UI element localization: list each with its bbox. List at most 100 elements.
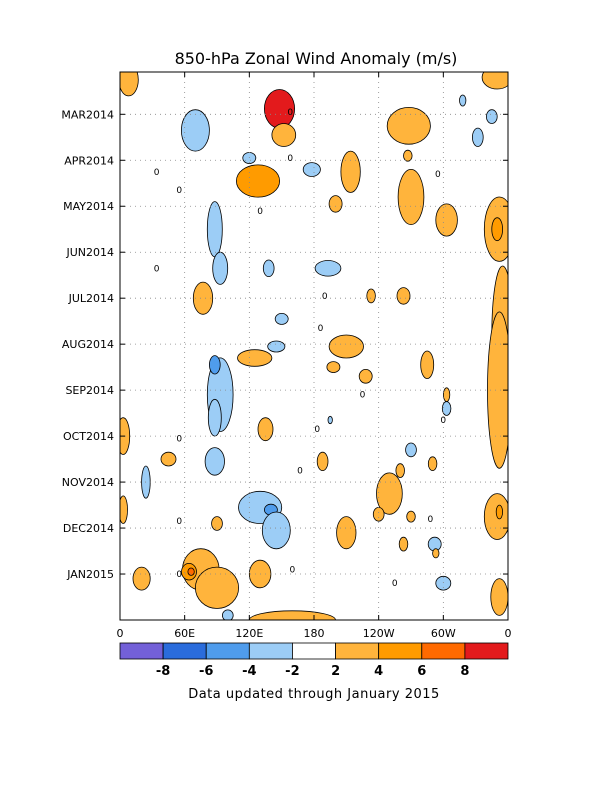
zero-label-6: 0 <box>322 292 328 302</box>
zero-label-0: 0 <box>154 168 160 178</box>
anomaly-blob-34 <box>328 334 364 359</box>
y-tick-label-2: MAY2014 <box>63 200 114 213</box>
anomaly-blob-48 <box>316 451 329 471</box>
x-tick-label-4: 120W <box>363 627 395 640</box>
x-tick-label-0: 0 <box>117 627 124 640</box>
anomaly-blob-43 <box>160 451 177 467</box>
anomaly-blob-13 <box>485 109 498 124</box>
zero-label-11: 0 <box>176 434 182 444</box>
colorbar-label-7: 8 <box>460 664 469 679</box>
colorbar-swatch-2 <box>205 642 250 660</box>
colorbar: -8 -6 -4 -2 2 4 6 8 <box>119 642 509 679</box>
colorbar-label-1: -6 <box>199 664 213 679</box>
x-tick-label-1: 60E <box>174 627 195 640</box>
anomaly-blob-40 <box>441 401 452 416</box>
zero-label-15: 0 <box>428 515 434 525</box>
anomaly-blob-19 <box>206 201 223 258</box>
zero-contour-labels: 0 0 0 0 0 0 0 0 0 0 0 0 0 0 0 0 0 0 0 <box>154 108 447 589</box>
zero-label-10: 0 <box>314 425 320 435</box>
anomaly-blob-1 <box>271 123 297 147</box>
y-axis: MAR2014 APR2014 MAY2014 JUN2014 JUL2014 AUG20… <box>61 108 508 581</box>
x-tick-label-2: 120E <box>235 627 263 640</box>
anomaly-blob-2 <box>120 72 139 97</box>
colorbar-swatch-4 <box>292 642 336 660</box>
anomaly-blob-21 <box>262 259 275 278</box>
colorbar-swatch-6 <box>378 642 423 660</box>
anomaly-blob-18 <box>435 203 458 237</box>
colorbar-label-6: 6 <box>417 664 426 679</box>
anomaly-blob-35 <box>326 361 341 374</box>
y-tick-label-7: OCT2014 <box>63 430 114 443</box>
anomaly-blob-56 <box>372 506 385 522</box>
anomaly-blob-39 <box>405 442 417 458</box>
zero-label-2: 0 <box>287 108 293 118</box>
anomaly-blob-73 <box>490 578 508 616</box>
anomaly-blob-6 <box>302 162 321 177</box>
y-tick-label-0: MAR2014 <box>61 108 114 121</box>
anomaly-blob-33 <box>267 340 286 353</box>
anomaly-blob-14 <box>459 94 467 107</box>
anomaly-blob-57 <box>406 510 416 523</box>
colorbar-label-5: 4 <box>374 664 383 679</box>
footer-note: Data updated through January 2015 <box>188 687 440 702</box>
anomaly-blob-31 <box>209 355 221 375</box>
y-tick-label-3: JUN2014 <box>65 246 114 259</box>
colorbar-label-2: -4 <box>242 664 256 679</box>
colorbar-swatch-0 <box>119 642 164 660</box>
zero-label-5: 0 <box>154 264 160 274</box>
x-tick-label-5: 60W <box>431 627 456 640</box>
anomaly-blob-71 <box>222 609 234 620</box>
anomaly-blob-26 <box>396 287 411 305</box>
anomaly-blob-28 <box>487 311 508 469</box>
anomaly-blob-20 <box>212 251 229 285</box>
zero-label-16: 0 <box>290 565 296 575</box>
anomaly-blob-25 <box>366 288 376 304</box>
colorbar-swatch-3 <box>248 642 293 660</box>
anomaly-blob-46 <box>204 447 225 476</box>
anomaly-blob-44 <box>257 417 274 442</box>
colorbar-label-3: -2 <box>285 664 299 679</box>
anomaly-blob-11 <box>403 149 413 162</box>
y-tick-label-9: DEC2014 <box>63 522 114 535</box>
anomaly-blob-42 <box>120 495 128 524</box>
anomaly-blob-36 <box>358 368 373 384</box>
zero-label-3: 0 <box>287 154 293 164</box>
colorbar-label-0: -8 <box>156 664 170 679</box>
anomaly-blob-12 <box>471 127 484 147</box>
zero-label-7: 0 <box>318 324 324 334</box>
x-tick-label-6: 0 <box>505 627 512 640</box>
anomaly-blob-38 <box>442 387 451 403</box>
anomaly-blob-64 <box>194 566 239 609</box>
anomaly-blob-66 <box>187 567 195 576</box>
colorbar-label-4: 2 <box>331 664 340 679</box>
x-axis: 0 60E 120E 180 120W 60W 0 <box>117 72 512 640</box>
anomaly-blob-62 <box>495 504 503 520</box>
x-tick-label-3: 180 <box>304 627 325 640</box>
anomaly-blob-16 <box>491 217 504 242</box>
y-tick-label-6: SEP2014 <box>65 384 114 397</box>
anomaly-blob-17 <box>328 195 343 213</box>
zero-label-1: 0 <box>176 186 182 196</box>
anomaly-blob-4 <box>180 109 210 152</box>
y-tick-label-5: AUG2014 <box>62 338 114 351</box>
anomaly-blob-32 <box>237 349 273 367</box>
zero-label-4: 0 <box>257 207 263 217</box>
anomaly-blob-49 <box>376 472 403 515</box>
chart-title: 850-hPa Zonal Wind Anomaly (m/s) <box>175 49 458 68</box>
anomaly-blob-37 <box>420 350 435 380</box>
anomaly-blob-7 <box>235 164 280 198</box>
zero-label-14: 0 <box>176 517 182 527</box>
anomaly-blob-51 <box>427 456 438 472</box>
anomaly-blob-30 <box>207 398 222 437</box>
anomaly-blob-9 <box>386 107 431 145</box>
zero-label-17: 0 <box>176 570 182 580</box>
anomaly-blob-55 <box>211 516 223 531</box>
zero-label-8: 0 <box>435 170 441 180</box>
colorbar-swatch-8 <box>464 642 509 660</box>
anomaly-blob-58 <box>398 536 409 552</box>
y-tick-label-10: JAN2015 <box>66 568 114 581</box>
anomaly-blob-24 <box>274 312 289 325</box>
anomaly-blob-60 <box>432 548 440 559</box>
anomaly-blob-45 <box>327 415 333 425</box>
